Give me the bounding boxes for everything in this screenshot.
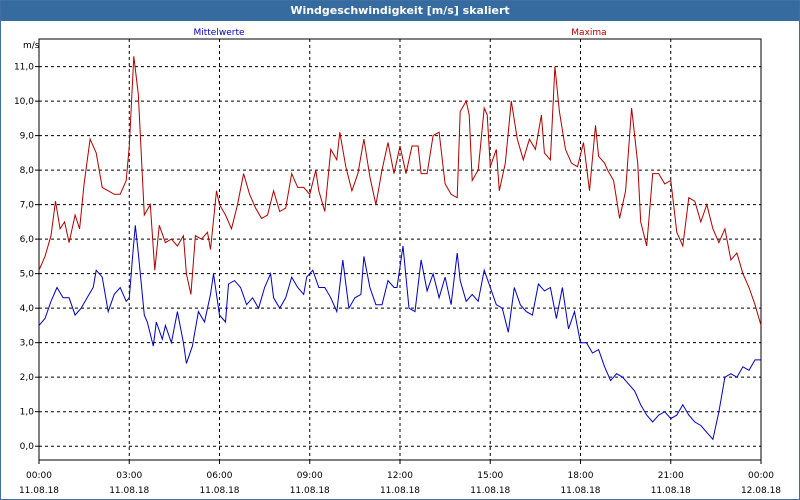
x-tick-time: 12:00 [387, 471, 413, 481]
x-tick-time: 09:00 [297, 471, 323, 481]
y-tick-label: 5,0 [20, 270, 35, 280]
x-tick-date: 11.08.18 [109, 486, 149, 496]
grid-lines [39, 39, 761, 460]
window-title: Windgeschwindigkeit [m/s] skaliert [1, 1, 799, 21]
x-tick-time: 18:00 [568, 471, 594, 481]
legend-mittelwerte: Mittelwerte [193, 28, 244, 38]
x-tick-date: 11.08.18 [199, 486, 239, 496]
y-tick-label: 1,0 [20, 408, 35, 418]
x-tick-date: 12.08.18 [741, 486, 781, 496]
x-tick-date: 11.08.18 [560, 486, 600, 496]
y-tick-label: 11,0 [14, 63, 34, 73]
y-tick-label: 3,0 [20, 339, 35, 349]
series-line-maxima [38, 56, 762, 326]
y-axis-ticks: 0,0 1,0 2,0 3,0 4,0 5,0 6,0 7,0 8,0 9,0 10,0 11,0 [14, 63, 39, 452]
x-tick-time: 00:00 [26, 471, 52, 481]
x-axis-ticks: 00:00 11.08.18 03:00 11.08.18 06:00 11.08.18 0… [19, 460, 781, 496]
x-tick-date: 11.08.18 [470, 486, 510, 496]
x-tick-date: 11.08.18 [380, 486, 420, 496]
series-lines [38, 56, 762, 441]
x-tick-date: 11.08.18 [19, 486, 59, 496]
y-axis-label: m/s [23, 41, 40, 51]
y-tick-label: 9,0 [20, 132, 35, 142]
y-tick-label: 8,0 [20, 166, 35, 176]
y-tick-label: 10,0 [14, 97, 34, 107]
y-tick-label: 7,0 [20, 201, 35, 211]
legend-maxima: Maxima [571, 28, 606, 38]
x-tick-date: 11.08.18 [290, 486, 330, 496]
x-tick-time: 21:00 [658, 471, 684, 481]
x-tick-time: 15:00 [477, 471, 503, 481]
y-tick-label: 4,0 [20, 304, 35, 314]
x-tick-time: 03:00 [116, 471, 142, 481]
x-tick-time: 00:00 [748, 471, 774, 481]
y-tick-label: 0,0 [20, 442, 35, 452]
x-tick-date: 11.08.18 [651, 486, 691, 496]
y-tick-label: 2,0 [20, 373, 35, 383]
series-line-mittelwerte [38, 225, 761, 441]
x-tick-time: 06:00 [207, 471, 233, 481]
y-tick-label: 6,0 [20, 235, 35, 245]
